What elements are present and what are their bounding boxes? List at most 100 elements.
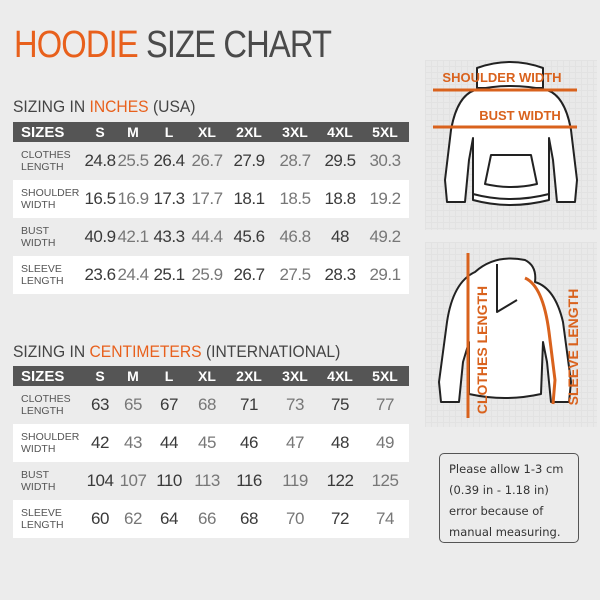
table-cell: 29.1 [369,265,401,284]
page-title: HOODIE SIZE CHART [14,24,332,67]
table-cell: 30.3 [369,151,401,170]
table-cell: 73 [286,395,304,414]
back-hoodie-panel: CLOTHES LENGTH SLEEVE LENGTH [425,242,597,427]
note-line: error because of [449,504,544,518]
table-cell: 48 [331,227,349,246]
row-label: SHOULDER WIDTH [21,431,80,455]
table-cell: 110 [156,471,182,490]
size-header-m: M [127,368,139,384]
front-hoodie-illustration: SHOULDER WIDTH BUST WIDTH [433,61,578,206]
table-cell: 66 [198,509,216,528]
table-cell: 104 [86,471,114,490]
table-cell: 18.8 [324,189,356,208]
table-cell: 68 [240,509,258,528]
inches-heading-prefix: SIZING IN [13,97,86,116]
table-cell: 17.3 [153,189,185,208]
inches-heading-suffix: (USA) [152,97,196,116]
table-cell: 26.7 [191,151,223,170]
table-cell: 28.3 [324,265,356,284]
table-cell: 43.3 [153,227,185,246]
table-row: CLOTHES LENGTH 63 65 67 68 71 73 75 77 [13,386,409,424]
table-cell: 71 [240,395,258,414]
hood-shape [476,61,544,89]
size-header-s: S [95,368,105,384]
table-cell: 72 [331,509,349,528]
table-cell: 116 [236,471,262,490]
table-cell: 62 [124,509,142,528]
table-cell: 18.5 [279,189,311,208]
row-label: BUST WIDTH [21,225,56,249]
table-cell: 24.8 [84,151,116,170]
table-row: SHOULDER WIDTH 42 43 44 45 46 47 48 49 [13,424,409,462]
table-cell: 60 [91,509,109,528]
table-row: SLEEVE LENGTH 60 62 64 66 68 70 72 74 [13,500,409,538]
cm-heading: SIZING IN CENTIMETERS (INTERNATIONAL) [13,342,340,362]
table-cell: 28.7 [279,151,311,170]
table-cell: 24.4 [117,265,149,284]
table-cell: 48 [331,433,349,452]
clothes-length-label: CLOTHES LENGTH [474,286,490,414]
size-header-xl: XL [198,124,216,140]
table-cell: 68 [198,395,216,414]
table-cell: 107 [119,471,147,490]
row-label: CLOTHES LENGTH [21,149,71,173]
size-header-l: L [164,124,174,140]
note-line: (0.39 in - 1.18 in) [449,483,549,497]
table-cell: 23.6 [84,265,116,284]
table-cell: 67 [160,395,178,414]
table-cell: 27.5 [279,265,311,284]
sizes-header-label: SIZES [21,367,65,385]
size-header-s: S [95,124,105,140]
table-cell: 27.9 [233,151,265,170]
inches-heading-accent: INCHES [89,97,149,116]
hoodie-back-body [438,257,572,403]
table-cell: 47 [286,433,304,452]
sizes-header-label: SIZES [21,123,65,141]
table-cell: 43 [124,433,142,452]
table-cell: 64 [160,509,178,528]
table-cell: 17.7 [191,189,223,208]
table-cell: 25.1 [153,265,185,284]
table-cell: 25.9 [191,265,223,284]
table-cell: 70 [286,509,304,528]
table-cell: 44 [160,433,178,452]
table-cell: 113 [194,471,220,490]
pocket [484,154,538,188]
table-cell: 46 [240,433,258,452]
table-row: SHOULDER WIDTH 16.5 16.9 17.3 17.7 18.1 18.5 18… [13,180,409,218]
table-cell: 26.7 [233,265,265,284]
cm-heading-suffix: (INTERNATIONAL) [205,342,341,361]
table-cell: 74 [376,509,394,528]
sleeve-length-label: SLEEVE LENGTH [565,289,581,406]
back-hoodie-illustration: CLOTHES LENGTH SLEEVE LENGTH [438,253,581,418]
size-header-m: M [127,124,139,140]
table-header-row: SIZES S M L XL 2XL 3XL 4XL 5XL [13,366,409,386]
size-header-4xl: 4XL [327,124,353,140]
row-label: CLOTHES LENGTH [21,393,71,417]
row-label: BUST WIDTH [21,469,56,493]
table-cell: 46.8 [279,227,311,246]
cm-size-table: SIZES S M L XL 2XL 3XL 4XL 5XL CLOTHES LENGTH 63 65… [13,366,409,538]
table-cell: 75 [331,395,349,414]
size-header-2xl: 2XL [236,368,262,384]
table-cell: 63 [91,395,109,414]
table-cell: 119 [282,471,308,490]
table-cell: 16.5 [84,189,116,208]
table-cell: 25.5 [117,151,149,170]
table-cell: 65 [124,395,142,414]
size-header-l: L [164,368,174,384]
table-cell: 44.4 [191,227,223,246]
table-cell: 40.9 [84,227,116,246]
size-header-3xl: 3XL [282,124,308,140]
size-header-4xl: 4XL [327,368,353,384]
size-header-5xl: 5XL [372,124,398,140]
table-row: CLOTHES LENGTH 24.8 25.5 26.4 26.7 27.9 28.7 29… [13,142,409,180]
table-row: BUST WIDTH 40.9 42.1 43.3 44.4 45.6 46.8 48 49.2 [13,218,409,256]
table-row: SLEEVE LENGTH 23.6 24.4 25.1 25.9 26.7 27.5 28.… [13,256,409,294]
cm-heading-accent: CENTIMETERS [89,342,202,361]
table-cell: 122 [326,471,354,490]
table-cell: 77 [376,395,394,414]
size-header-2xl: 2XL [236,124,262,140]
table-cell: 18.1 [233,189,265,208]
size-header-3xl: 3XL [282,368,308,384]
